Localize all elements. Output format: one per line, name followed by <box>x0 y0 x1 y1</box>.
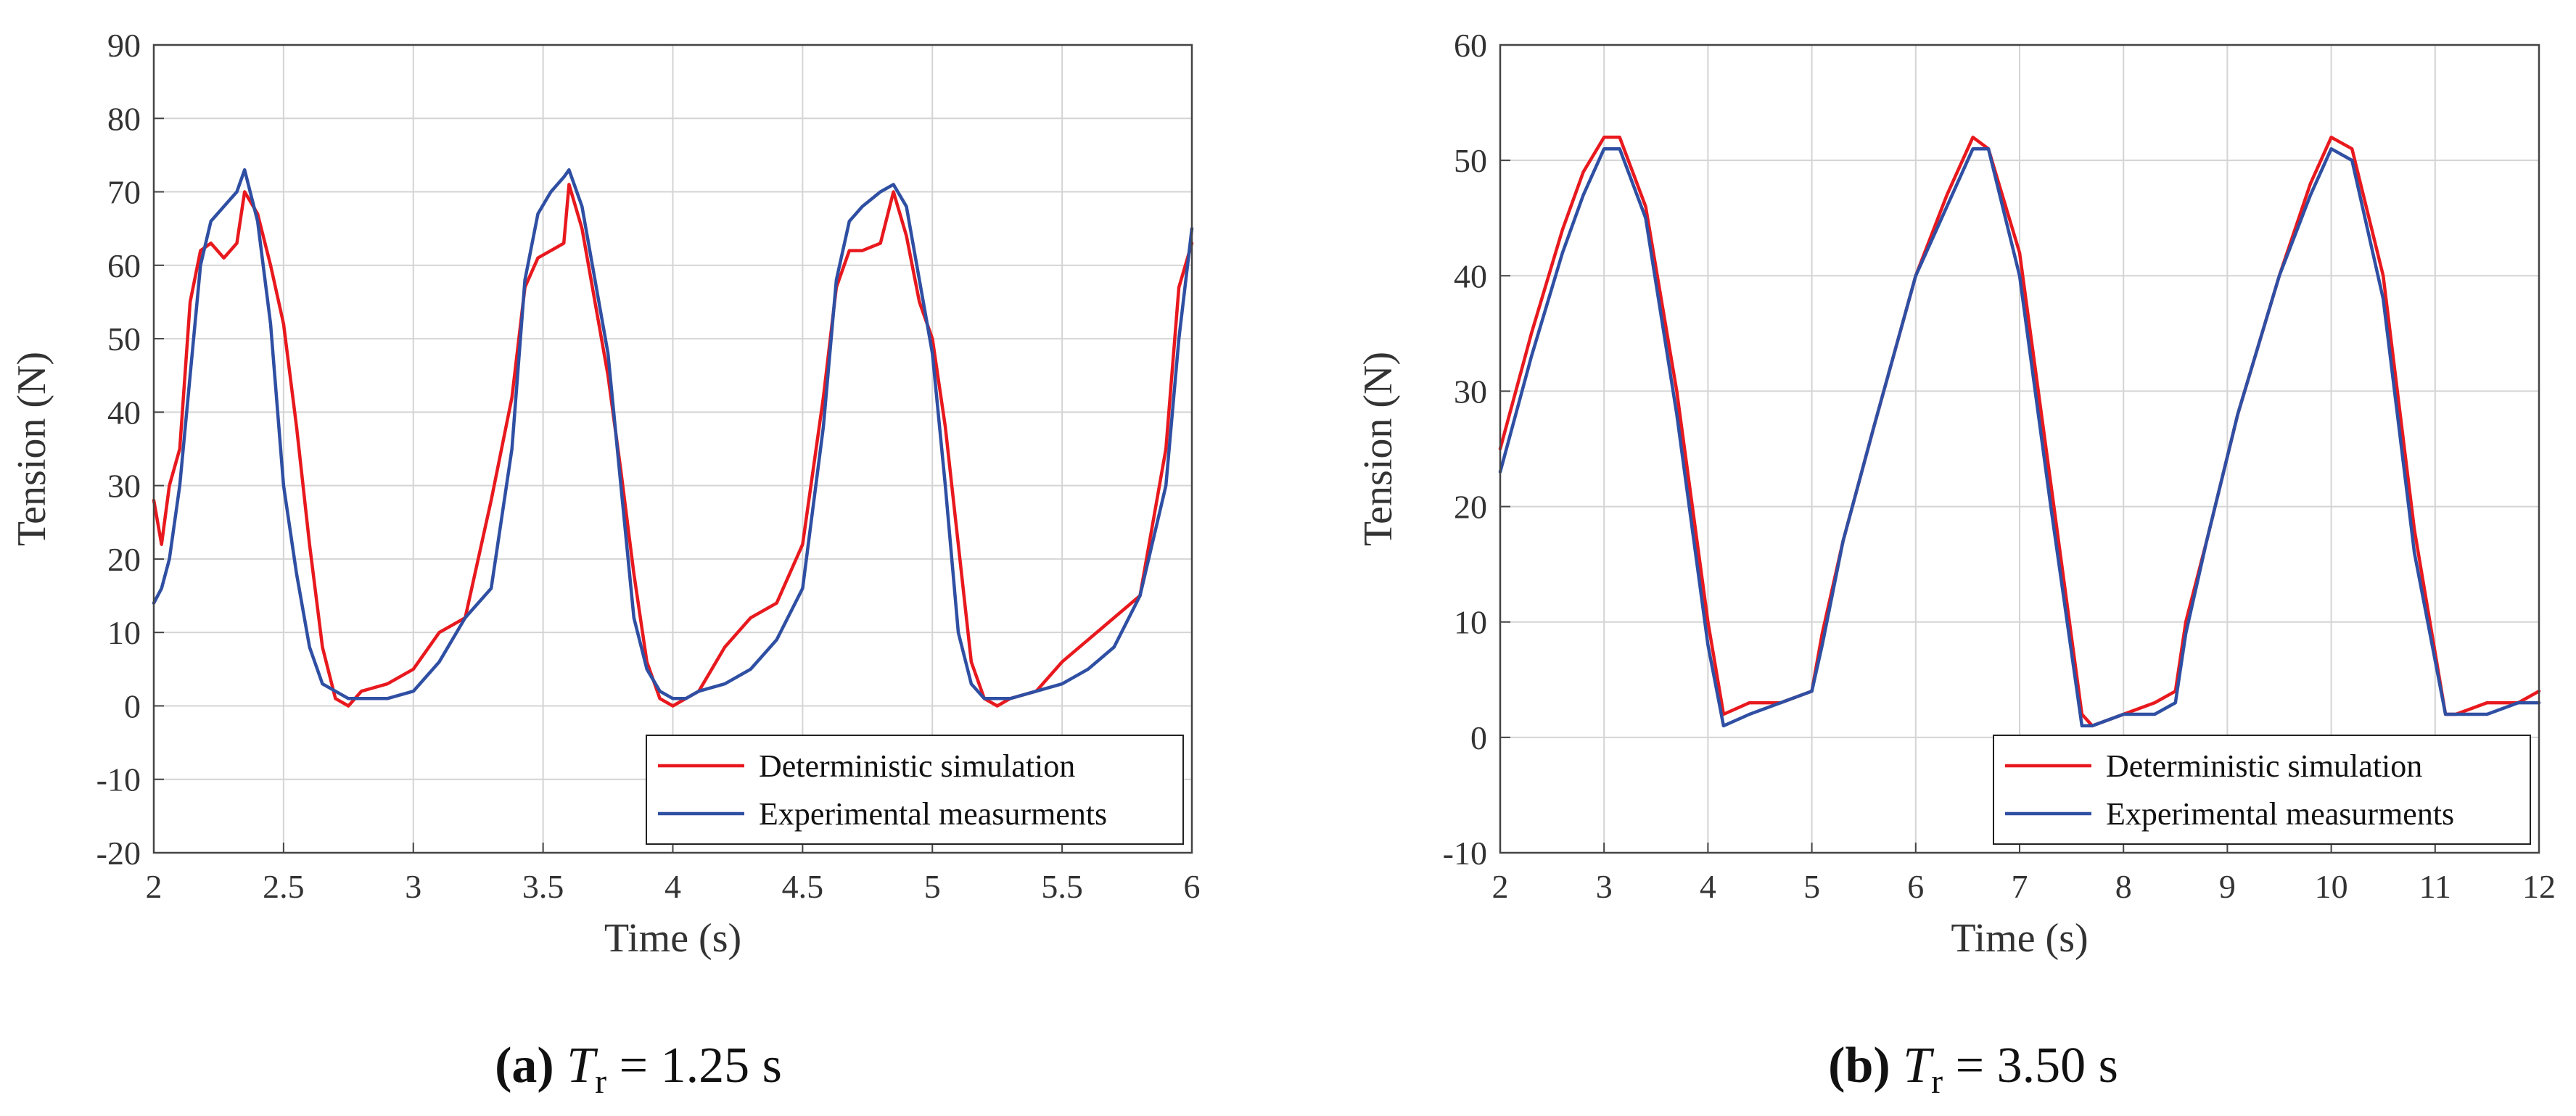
chart-a-y-tick-label: 90 <box>107 27 141 64</box>
chart-b-legend-label-experimental: Experimental measurments <box>2106 796 2454 832</box>
chart-b-x-tick-label: 9 <box>2219 868 2236 905</box>
chart-a-x-tick-label: 5.5 <box>1041 868 1083 905</box>
chart-a-y-tick-label: -10 <box>96 761 141 798</box>
chart-a-y-tick-label: -20 <box>96 835 141 872</box>
chart-b-y-tick-label: 40 <box>1454 257 1487 294</box>
chart-a-y-tick-label: 50 <box>107 321 141 357</box>
chart-b-grid <box>1499 44 2540 853</box>
chart-b-x-tick-label: 3 <box>1596 868 1613 905</box>
chart-b-legend-box <box>1993 735 2531 845</box>
chart-b-y-tick-label: 10 <box>1454 604 1487 641</box>
chart-a-legend-box <box>646 735 1184 845</box>
chart-b-y-tick-label: 20 <box>1454 489 1487 526</box>
chart-b-y-tick-label: 30 <box>1454 373 1487 410</box>
chart-b-x-tick-label: 7 <box>2012 868 2028 905</box>
chart-a-series-line-experimental <box>152 168 1194 700</box>
chart-b-x-tick-label: 12 <box>2522 868 2556 905</box>
chart-a-caption-value: = 1.25 s <box>619 1038 782 1094</box>
chart-a-x-tick-label: 5 <box>924 868 941 905</box>
chart-a-legend: Deterministic simulation Experimental me… <box>646 735 1184 845</box>
chart-a-x-tick-label: 6 <box>1184 868 1201 905</box>
chart-a-x-tick-label: 2.5 <box>263 868 305 905</box>
chart-b-x-tick-label: 2 <box>1492 868 1509 905</box>
chart-a-grid <box>153 44 1193 853</box>
chart-a-y-tick-label: 20 <box>107 541 141 578</box>
chart-b-y-tick-label: 50 <box>1454 142 1487 179</box>
chart-b-legend: Deterministic simulation Experimental me… <box>1993 735 2531 845</box>
chart-b-caption-symbol: T <box>1903 1038 1932 1094</box>
chart-a-y-tick-label: 70 <box>107 174 141 211</box>
chart-a-y-tick-label: 30 <box>107 468 141 505</box>
chart-a-caption-symbol: T <box>567 1038 596 1094</box>
chart-b-y-tick-label: 60 <box>1454 27 1487 64</box>
chart-b-ticks: 2 3 4 5 6 7 8 9 10 11 12 -10 0 10 20 30 40 50 60 <box>1443 27 2556 905</box>
chart-b-x-axis-label: Time (s) <box>1951 916 2088 961</box>
chart-a-x-tick-label: 2 <box>146 868 162 905</box>
chart-b-x-tick-label: 8 <box>2115 868 2132 905</box>
chart-a-y-tick-label: 0 <box>124 687 141 724</box>
chart-b-x-tick-label: 5 <box>1803 868 1820 905</box>
chart-a-legend-label-simulation: Deterministic simulation <box>759 748 1075 784</box>
chart-a-caption-subscript: r <box>595 1062 607 1101</box>
chart-b-y-axis-label: Tension (N) <box>1356 352 1401 546</box>
chart-b-y-tick-label: 0 <box>1470 719 1487 756</box>
chart-b-x-tick-label: 6 <box>1907 868 1924 905</box>
chart-b-series-line-simulation <box>1498 136 2541 728</box>
chart-b-caption-tag: (b) <box>1828 1038 1890 1094</box>
chart-a-y-tick-label: 10 <box>107 614 141 651</box>
chart-a-x-tick-label: 4.5 <box>782 868 824 905</box>
chart-b-caption-value: = 3.50 s <box>1955 1038 2118 1094</box>
chart-b-caption: (b) Tr = 3.50 s <box>1828 1037 2118 1101</box>
chart-b-legend-label-simulation: Deterministic simulation <box>2106 748 2422 784</box>
chart-a-y-tick-label: 80 <box>107 100 141 137</box>
chart-a-x-tick-label: 3 <box>405 868 421 905</box>
chart-b-x-tick-label: 11 <box>2419 868 2451 905</box>
chart-b-x-tick-label: 4 <box>1700 868 1716 905</box>
chart-a-y-axis-label: Tension (N) <box>9 352 54 546</box>
chart-a-y-tick-label: 40 <box>107 394 141 431</box>
chart-a: 2 2.5 3 3.5 4 4.5 5 5.5 6 -20 -10 0 10 20 30 40 50 60 70 80… <box>9 27 1201 961</box>
chart-a-x-tick-label: 3.5 <box>522 868 564 905</box>
chart-a-y-tick-label: 60 <box>107 247 141 284</box>
chart-a-caption: (a) Tr = 1.25 s <box>495 1037 782 1101</box>
chart-a-ticks: 2 2.5 3 3.5 4 4.5 5 5.5 6 -20 -10 0 10 20 30 40 50 60 70 80… <box>96 27 1201 905</box>
chart-b-y-tick-label: -10 <box>1443 835 1487 872</box>
chart-a-x-tick-label: 4 <box>664 868 681 905</box>
chart-a-caption-tag: (a) <box>495 1038 554 1094</box>
chart-a-x-axis-label: Time (s) <box>604 916 741 961</box>
chart-a-legend-label-experimental: Experimental measurments <box>759 796 1107 832</box>
chart-b-x-tick-label: 10 <box>2315 868 2348 905</box>
chart-b-caption-subscript: r <box>1931 1062 1943 1101</box>
chart-b-series-line-experimental <box>1498 146 2541 728</box>
chart-a-series <box>152 168 1194 708</box>
chart-b-series <box>1498 136 2541 728</box>
